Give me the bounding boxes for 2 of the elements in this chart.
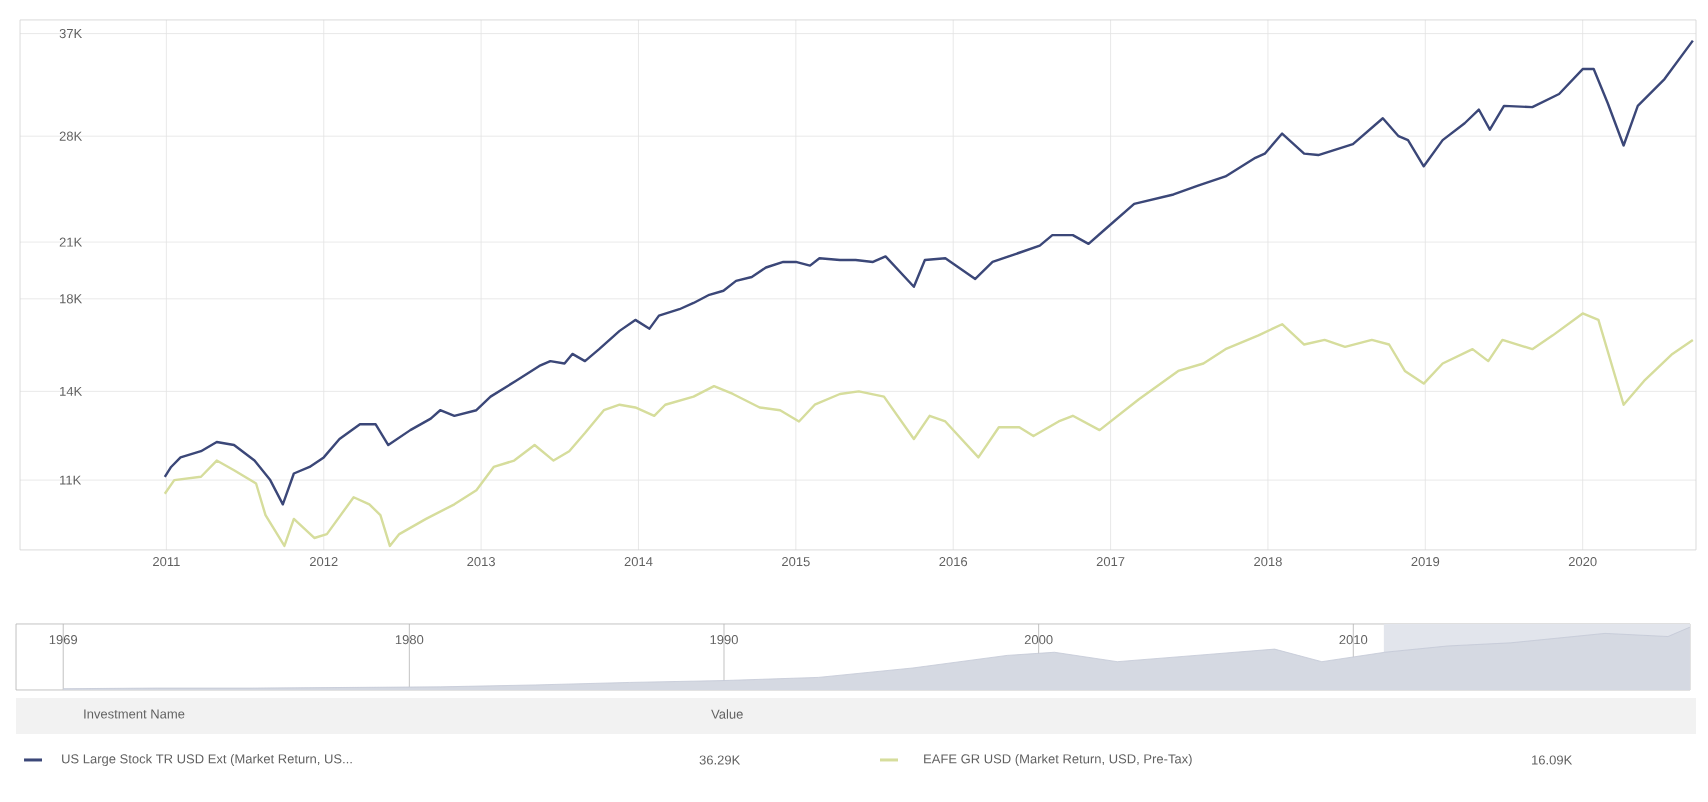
- line-series: [163, 39, 1695, 506]
- line-series: [163, 312, 1695, 548]
